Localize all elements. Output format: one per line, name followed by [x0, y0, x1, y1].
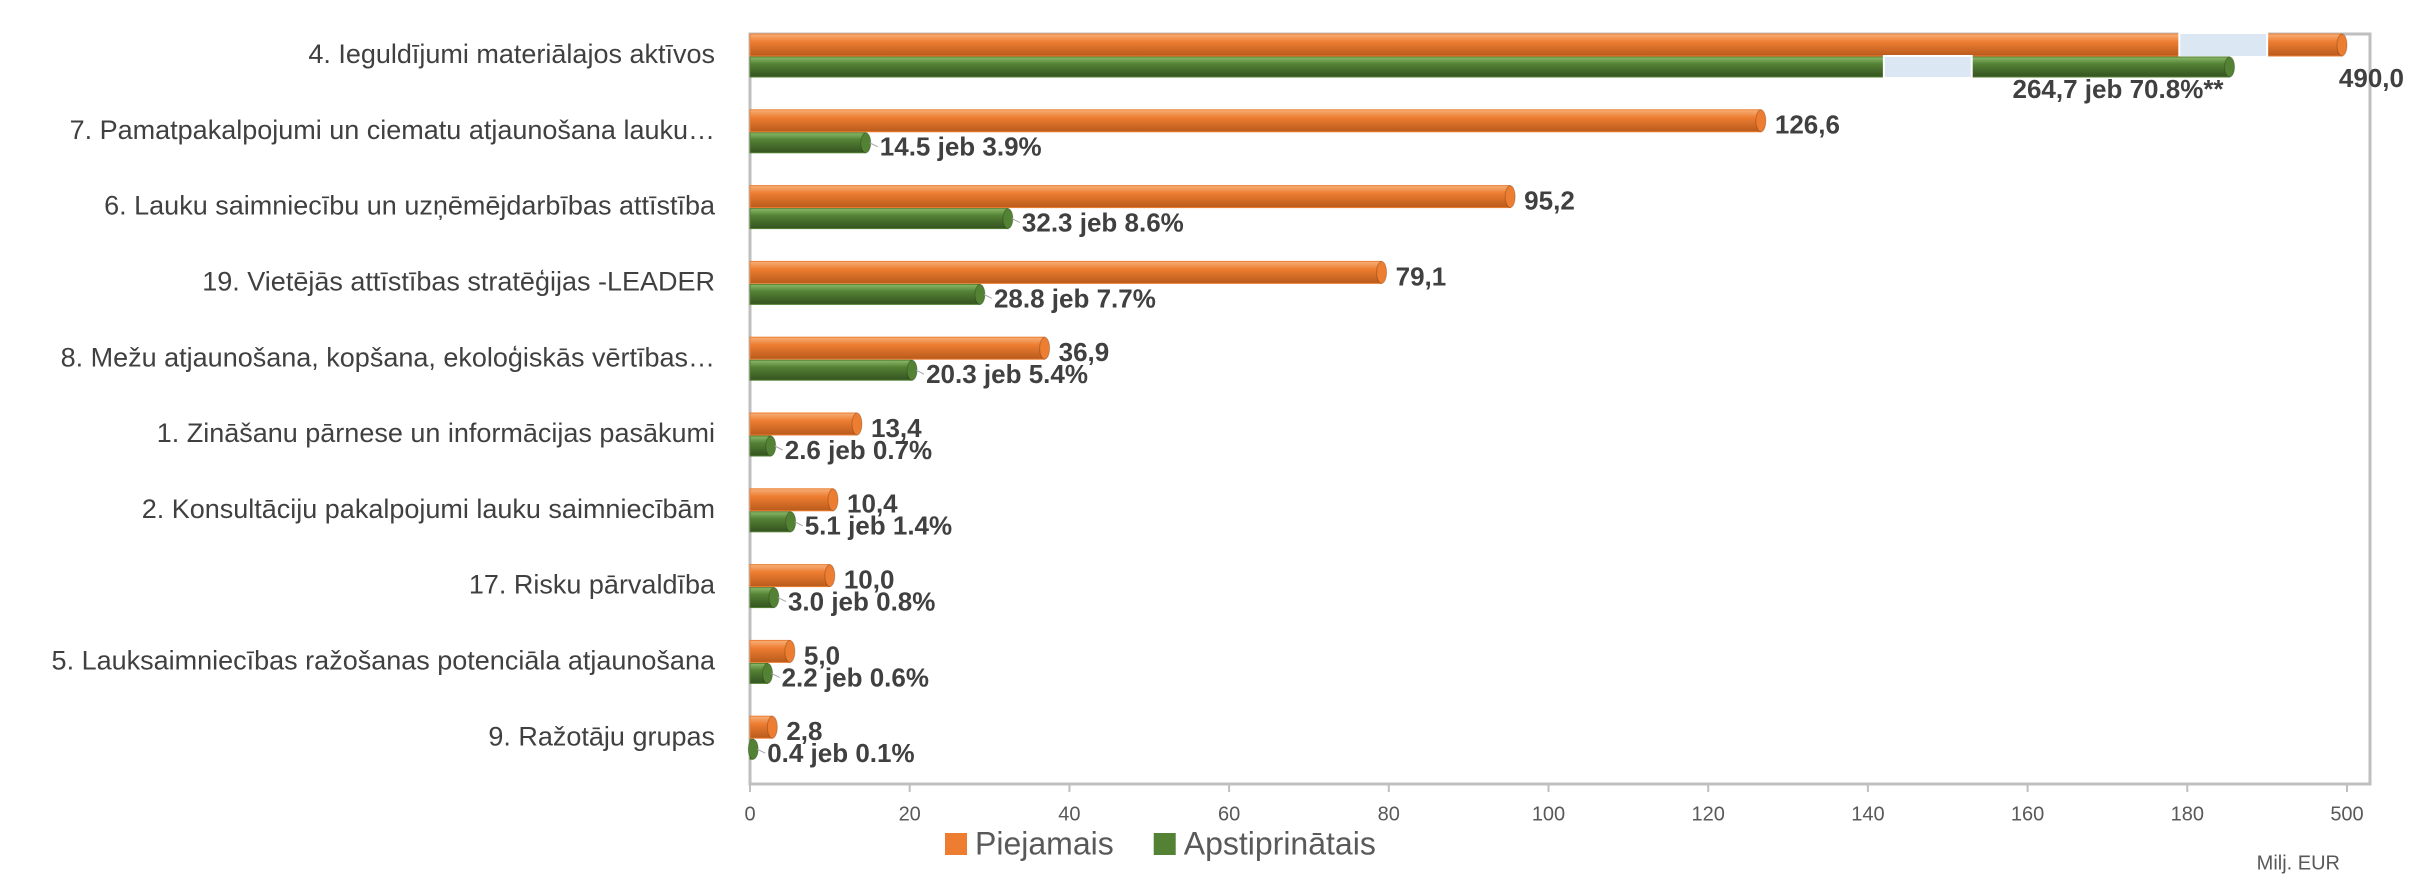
- axis-break: [1882, 55, 1973, 79]
- bar-cap: [766, 715, 778, 739]
- bar-cap: [974, 283, 986, 305]
- value-label: 126,6: [1775, 110, 1840, 140]
- value-label: 95,2: [1524, 185, 1575, 215]
- x-tick-label: 500: [2330, 803, 2363, 825]
- axis-break: [2178, 32, 2269, 58]
- bar: [749, 260, 1383, 284]
- leader-line: [915, 369, 925, 375]
- bar-cap: [1002, 208, 1014, 230]
- category-label: 6. Lauku saimniecību un uzņēmējdarbības …: [104, 191, 716, 221]
- legend-label: Piejamais: [975, 825, 1114, 861]
- value-label: 28.8 jeb 7.7%: [994, 283, 1156, 313]
- value-label: 5,0: [804, 640, 840, 670]
- value-label: 5.1 jeb 1.4%: [805, 511, 952, 541]
- bar-cap: [1039, 336, 1051, 360]
- category-label: 1. Zināšanu pārnese un informācijas pasā…: [157, 418, 715, 448]
- value-label: 2.2 jeb 0.6%: [782, 662, 929, 692]
- bar: [749, 359, 913, 381]
- x-axis-label: Milj. EUR: [2257, 852, 2340, 874]
- bar-cap: [765, 435, 777, 457]
- value-label: 3.0 jeb 0.8%: [788, 586, 935, 616]
- x-tick-label: 60: [1218, 803, 1240, 825]
- x-tick-label: 140: [1851, 803, 1884, 825]
- x-tick-label: 20: [899, 803, 921, 825]
- bar-cap: [1504, 185, 1516, 209]
- leader-line: [756, 748, 766, 754]
- category-label: 8. Mežu atjaunošana, kopšana, ekoloģiskā…: [61, 342, 715, 372]
- value-label: 13,4: [871, 413, 922, 443]
- bar-cap: [906, 359, 918, 381]
- bar: [749, 639, 791, 663]
- category-label: 4. Ieguldījumi materiālajos aktīvos: [308, 39, 715, 69]
- bar-cap: [2224, 56, 2236, 78]
- bar-cap: [851, 412, 863, 436]
- legend-label: Apstiprinātais: [1184, 825, 1376, 861]
- bar: [749, 488, 834, 512]
- bar-cap: [784, 639, 796, 663]
- bar-cap: [1755, 109, 1767, 133]
- x-tick-label: 160: [2011, 803, 2044, 825]
- leader-line: [777, 597, 787, 603]
- leader-line: [774, 445, 783, 451]
- x-tick-label: 40: [1058, 803, 1080, 825]
- value-label: 10,0: [844, 564, 895, 594]
- bar: [749, 412, 858, 436]
- bar: [749, 185, 1511, 209]
- x-tick-label: 80: [1378, 803, 1400, 825]
- value-label: 14.5 jeb 3.9%: [880, 132, 1042, 162]
- bar-cap: [827, 488, 839, 512]
- bar: [749, 109, 1762, 133]
- bar-cap: [860, 132, 872, 154]
- bar: [749, 208, 1009, 230]
- bar-cap: [768, 587, 780, 609]
- bar-cap: [824, 564, 836, 588]
- category-label: 19. Vietējās attīstības stratēģijas -LEA…: [202, 267, 715, 297]
- leader-line: [869, 142, 879, 148]
- leader-line: [794, 521, 803, 527]
- x-tick-label: 100: [1532, 803, 1565, 825]
- bar-cap: [747, 738, 759, 760]
- bar: [749, 283, 981, 305]
- legend-swatch: [1153, 833, 1176, 855]
- leader-line: [1011, 218, 1021, 224]
- bar: [749, 511, 792, 533]
- category-label: 2. Konsultāciju pakalpojumi lauku saimni…: [142, 494, 715, 524]
- bar-cap: [785, 511, 797, 533]
- x-tick-label: 120: [1692, 803, 1725, 825]
- value-label: 20.3 jeb 5.4%: [926, 359, 1088, 389]
- bar: [749, 564, 831, 588]
- value-label: 264,7 jeb 70.8%**: [2013, 74, 2225, 104]
- x-tick-label: 0: [744, 803, 755, 825]
- bar: [749, 336, 1046, 360]
- value-label: 2,8: [786, 716, 822, 746]
- bar: [749, 56, 2231, 78]
- bar: [749, 132, 867, 154]
- leader-line: [771, 672, 780, 678]
- value-label: 32.3 jeb 8.6%: [1022, 207, 1184, 237]
- leader-line: [983, 293, 993, 299]
- bar-cap: [1376, 260, 1388, 284]
- category-label: 5. Lauksaimniecības ražošanas potenciāla…: [52, 646, 716, 676]
- value-label: 79,1: [1396, 261, 1447, 291]
- bar-cap: [2336, 33, 2348, 57]
- category-label: 7. Pamatpakalpojumi un ciematu atjaunoša…: [70, 115, 715, 145]
- legend-swatch: [945, 833, 967, 855]
- value-label: 0.4 jeb 0.1%: [767, 738, 914, 768]
- value-label: 36,9: [1059, 337, 1110, 367]
- x-tick-label: 180: [2171, 803, 2204, 825]
- bar: [749, 33, 2343, 57]
- value-label: 2.6 jeb 0.7%: [785, 435, 932, 465]
- value-label: 10,4: [847, 489, 898, 519]
- value-label: 490,0: [2339, 63, 2404, 93]
- category-label: 17. Risku pārvaldība: [469, 570, 716, 600]
- bar-cap: [762, 662, 774, 684]
- category-label: 9. Ražotāju grupas: [488, 721, 715, 751]
